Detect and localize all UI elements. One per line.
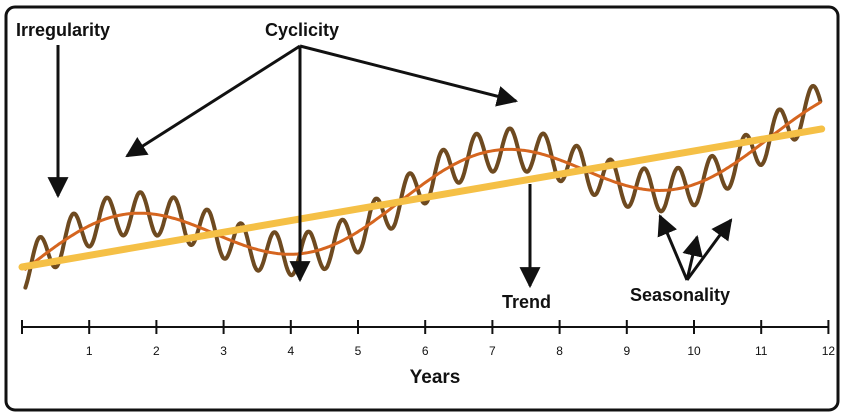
x-axis-tick-label: 10 <box>687 344 701 358</box>
curves-group <box>18 83 826 290</box>
x-axis-tick-label: 2 <box>153 344 160 358</box>
diagram-frame <box>4 5 840 412</box>
cyclical-component-line <box>23 100 822 271</box>
x-axis-tick-label: 7 <box>489 344 496 358</box>
x-axis-tick-label: 9 <box>623 344 630 358</box>
trend-line <box>18 125 826 271</box>
irregularity-label: Irregularity <box>16 20 110 40</box>
annotation-arrows <box>47 44 733 289</box>
x-axis-tick-label: 6 <box>422 344 429 358</box>
cyclicity-label: Cyclicity <box>265 20 339 40</box>
x-axis-tick-label: 12 <box>822 344 836 358</box>
trend-label: Trend <box>502 292 551 312</box>
seasonality-arrow-left <box>657 214 689 281</box>
x-axis-tick-label: 8 <box>556 344 563 358</box>
x-axis: 1 2 3 4 5 6 7 8 9 10 11 12 Years <box>21 320 836 388</box>
seasonality-arrow-right <box>685 218 733 281</box>
cyclicity-arrow-right <box>299 44 519 107</box>
observed-series-line <box>23 83 823 290</box>
x-axis-ticks: 1 2 3 4 5 6 7 8 9 10 11 12 <box>21 320 836 358</box>
x-axis-tick-label: 3 <box>220 344 227 358</box>
x-axis-tick-label: 4 <box>287 344 294 358</box>
x-axis-tick-label: 11 <box>755 344 768 358</box>
seasonality-arrow-middle <box>682 234 703 281</box>
cyclicity-arrow-left <box>125 44 301 158</box>
x-axis-tick-label: 1 <box>86 344 93 358</box>
seasonality-label: Seasonality <box>630 285 730 305</box>
x-axis-tick-label: 5 <box>355 344 362 358</box>
x-axis-title: Years <box>410 367 461 388</box>
